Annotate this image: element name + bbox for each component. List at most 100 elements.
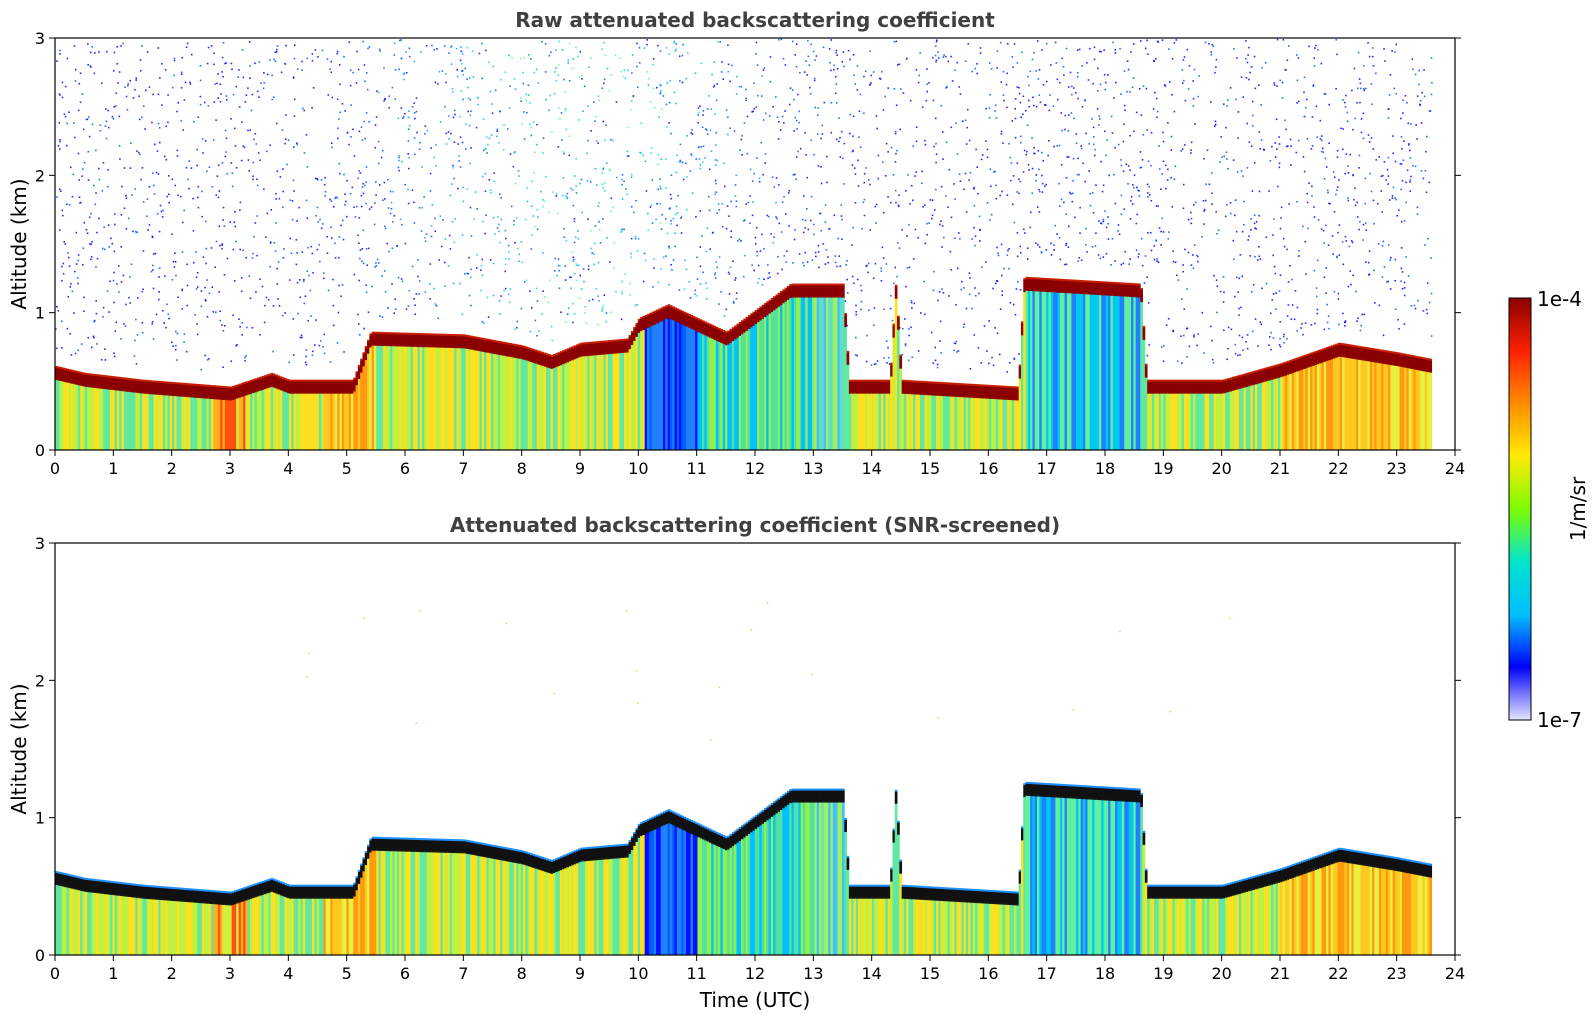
- noise-pixel: [807, 39, 809, 42]
- cloud-layer-cell: [323, 381, 327, 394]
- noise-pixel: [934, 117, 937, 120]
- profile-column: [573, 357, 577, 450]
- profile-column: [1034, 289, 1038, 450]
- noise-pixel: [1174, 261, 1177, 264]
- noise-pixel: [1190, 222, 1193, 225]
- noise-pixel: [1407, 144, 1410, 146]
- noise-pixel: [338, 162, 341, 165]
- noise-pixel: [965, 211, 968, 213]
- profile-column: [1165, 392, 1169, 450]
- noise-pixel: [375, 194, 377, 196]
- cloud-edge-cell: [419, 333, 423, 336]
- noise-pixel: [338, 64, 341, 66]
- cloud-edge-cell: [750, 313, 753, 316]
- noise-pixel: [1108, 174, 1110, 177]
- noise-pixel: [1000, 274, 1003, 277]
- noise-pixel: [494, 233, 496, 235]
- noise-pixel: [802, 231, 805, 234]
- noise-pixel: [1182, 183, 1185, 186]
- cloud-edge-cell: [350, 379, 354, 382]
- noise-pixel: [1414, 165, 1417, 168]
- cloud-layer-cell: [222, 387, 226, 400]
- noise-pixel: [139, 59, 142, 61]
- noise-pixel: [87, 63, 89, 66]
- noise-pixel: [568, 154, 571, 157]
- noise-pixel: [1156, 260, 1158, 262]
- cloud-edge-cell: [892, 323, 896, 326]
- cloud-layer-cell: [596, 342, 600, 356]
- noise-pixel: [741, 135, 744, 137]
- noise-pixel: [1353, 198, 1355, 201]
- noise-pixel: [1120, 164, 1123, 167]
- noise-pixel: [754, 236, 757, 239]
- noise-pixel: [1172, 260, 1175, 263]
- noise-pixel: [818, 266, 820, 269]
- noise-pixel: [821, 133, 824, 135]
- noise-pixel: [1386, 281, 1388, 283]
- cloud-edge-cell: [383, 332, 386, 335]
- noise-pixel: [1047, 154, 1049, 157]
- noise-pixel: [834, 255, 837, 257]
- noise-pixel: [530, 134, 533, 137]
- noise-pixel: [846, 259, 848, 262]
- noise-pixel: [962, 326, 965, 329]
- noise-pixel: [1367, 134, 1370, 136]
- noise-pixel: [361, 186, 364, 188]
- cloud-edge-cell: [878, 379, 882, 382]
- noise-pixel: [784, 110, 786, 112]
- noise-pixel: [758, 180, 761, 183]
- cloud-edge-cell: [1004, 385, 1008, 388]
- cloud-edge-cell: [1007, 385, 1010, 388]
- noise-pixel: [492, 262, 495, 265]
- noise-pixel: [451, 220, 454, 223]
- cloud-edge-cell: [1080, 280, 1084, 283]
- noise-pixel: [259, 278, 261, 281]
- noise-pixel: [197, 206, 200, 209]
- noise-pixel: [251, 326, 254, 329]
- noise-pixel: [1127, 183, 1129, 185]
- noise-pixel: [481, 77, 484, 80]
- cloud-edge-cell: [968, 383, 971, 386]
- noise-pixel: [674, 213, 677, 216]
- noise-pixel: [525, 99, 527, 102]
- noise-pixel: [577, 237, 580, 240]
- cloud-edge-cell: [165, 381, 168, 384]
- profile-column: [913, 393, 916, 450]
- profile-column: [920, 393, 923, 450]
- noise-pixel: [1011, 203, 1014, 206]
- noise-pixel: [1186, 288, 1188, 290]
- profile-column: [1140, 300, 1143, 450]
- noise-pixel: [881, 246, 884, 249]
- noise-pixel: [1014, 117, 1017, 120]
- noise-pixel: [174, 348, 177, 351]
- cloud-layer-cell: [227, 387, 230, 401]
- noise-pixel: [431, 204, 434, 206]
- noise-pixel: [883, 357, 885, 359]
- noise-pixel: [1326, 303, 1328, 306]
- noise-pixel: [854, 83, 857, 85]
- noise-pixel: [423, 196, 425, 198]
- noise-pixel: [575, 192, 578, 194]
- noise-pixel: [79, 101, 82, 104]
- noise-pixel: [1216, 311, 1218, 314]
- profile-column: [954, 395, 958, 450]
- noise-pixel: [232, 314, 234, 317]
- noise-pixel: [876, 127, 879, 130]
- noise-pixel: [1232, 159, 1235, 161]
- noise-pixel: [345, 215, 348, 218]
- noise-pixel: [683, 288, 686, 290]
- cloud-layer-cell: [1190, 381, 1194, 394]
- cloud-layer-cell: [754, 311, 758, 324]
- noise-pixel: [802, 261, 804, 264]
- noise-pixel: [536, 123, 538, 126]
- noise-pixel: [1150, 164, 1152, 167]
- noise-pixel: [666, 232, 669, 235]
- profile-column: [1188, 392, 1192, 450]
- cloud-edge-cell: [1181, 379, 1185, 382]
- noise-pixel: [820, 166, 822, 168]
- noise-pixel: [496, 128, 499, 131]
- noise-pixel: [1012, 303, 1015, 306]
- profile-column: [942, 394, 946, 450]
- noise-pixel: [825, 155, 828, 158]
- noise-pixel: [1033, 152, 1036, 155]
